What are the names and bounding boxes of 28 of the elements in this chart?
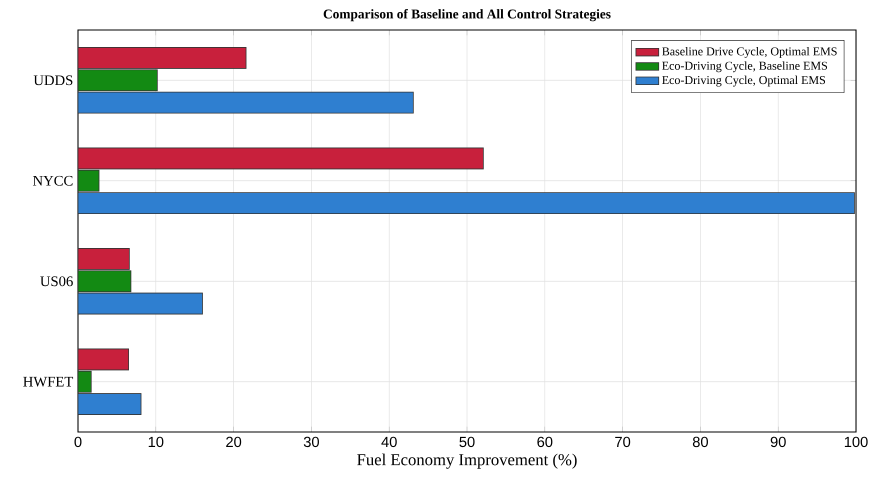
x-tick-label: 90 [770, 436, 786, 448]
y-tick-label: NYCC [32, 176, 72, 186]
x-tick-label: 70 [615, 436, 630, 448]
chart-title: Comparison of Baseline and All Control Strategies [324, 8, 611, 22]
legend-label: Eco-Driving Cycle, Baseline EMS [662, 61, 828, 72]
bar [78, 69, 158, 92]
bar [78, 393, 142, 415]
y-tick-label: UDDS [34, 75, 72, 86]
bar [78, 170, 100, 192]
bar [78, 370, 92, 393]
x-tick-label: 20 [226, 436, 242, 448]
y-tick-label: HWFET [23, 376, 74, 387]
x-axis-title: Fuel Economy Improvement (%) [357, 454, 577, 469]
x-tick-label: 10 [148, 436, 164, 448]
bar [78, 270, 132, 292]
y-tick-label: US06 [40, 276, 73, 286]
x-tick-label: 0 [74, 436, 82, 448]
bar [78, 192, 855, 214]
x-tick-label: 80 [692, 436, 708, 448]
x-tick-label: 50 [459, 436, 475, 448]
x-tick-label: 60 [537, 436, 552, 448]
x-tick-label: 40 [381, 436, 397, 448]
bar [78, 292, 203, 314]
bar [78, 92, 414, 114]
x-tick-label: 100 [844, 436, 868, 448]
legend-label: Eco-Driving Cycle, Optimal EMS [662, 76, 826, 87]
x-tick-label: 30 [304, 436, 319, 448]
legend-label: Baseline Drive Cycle, Optimal EMS [662, 46, 837, 58]
